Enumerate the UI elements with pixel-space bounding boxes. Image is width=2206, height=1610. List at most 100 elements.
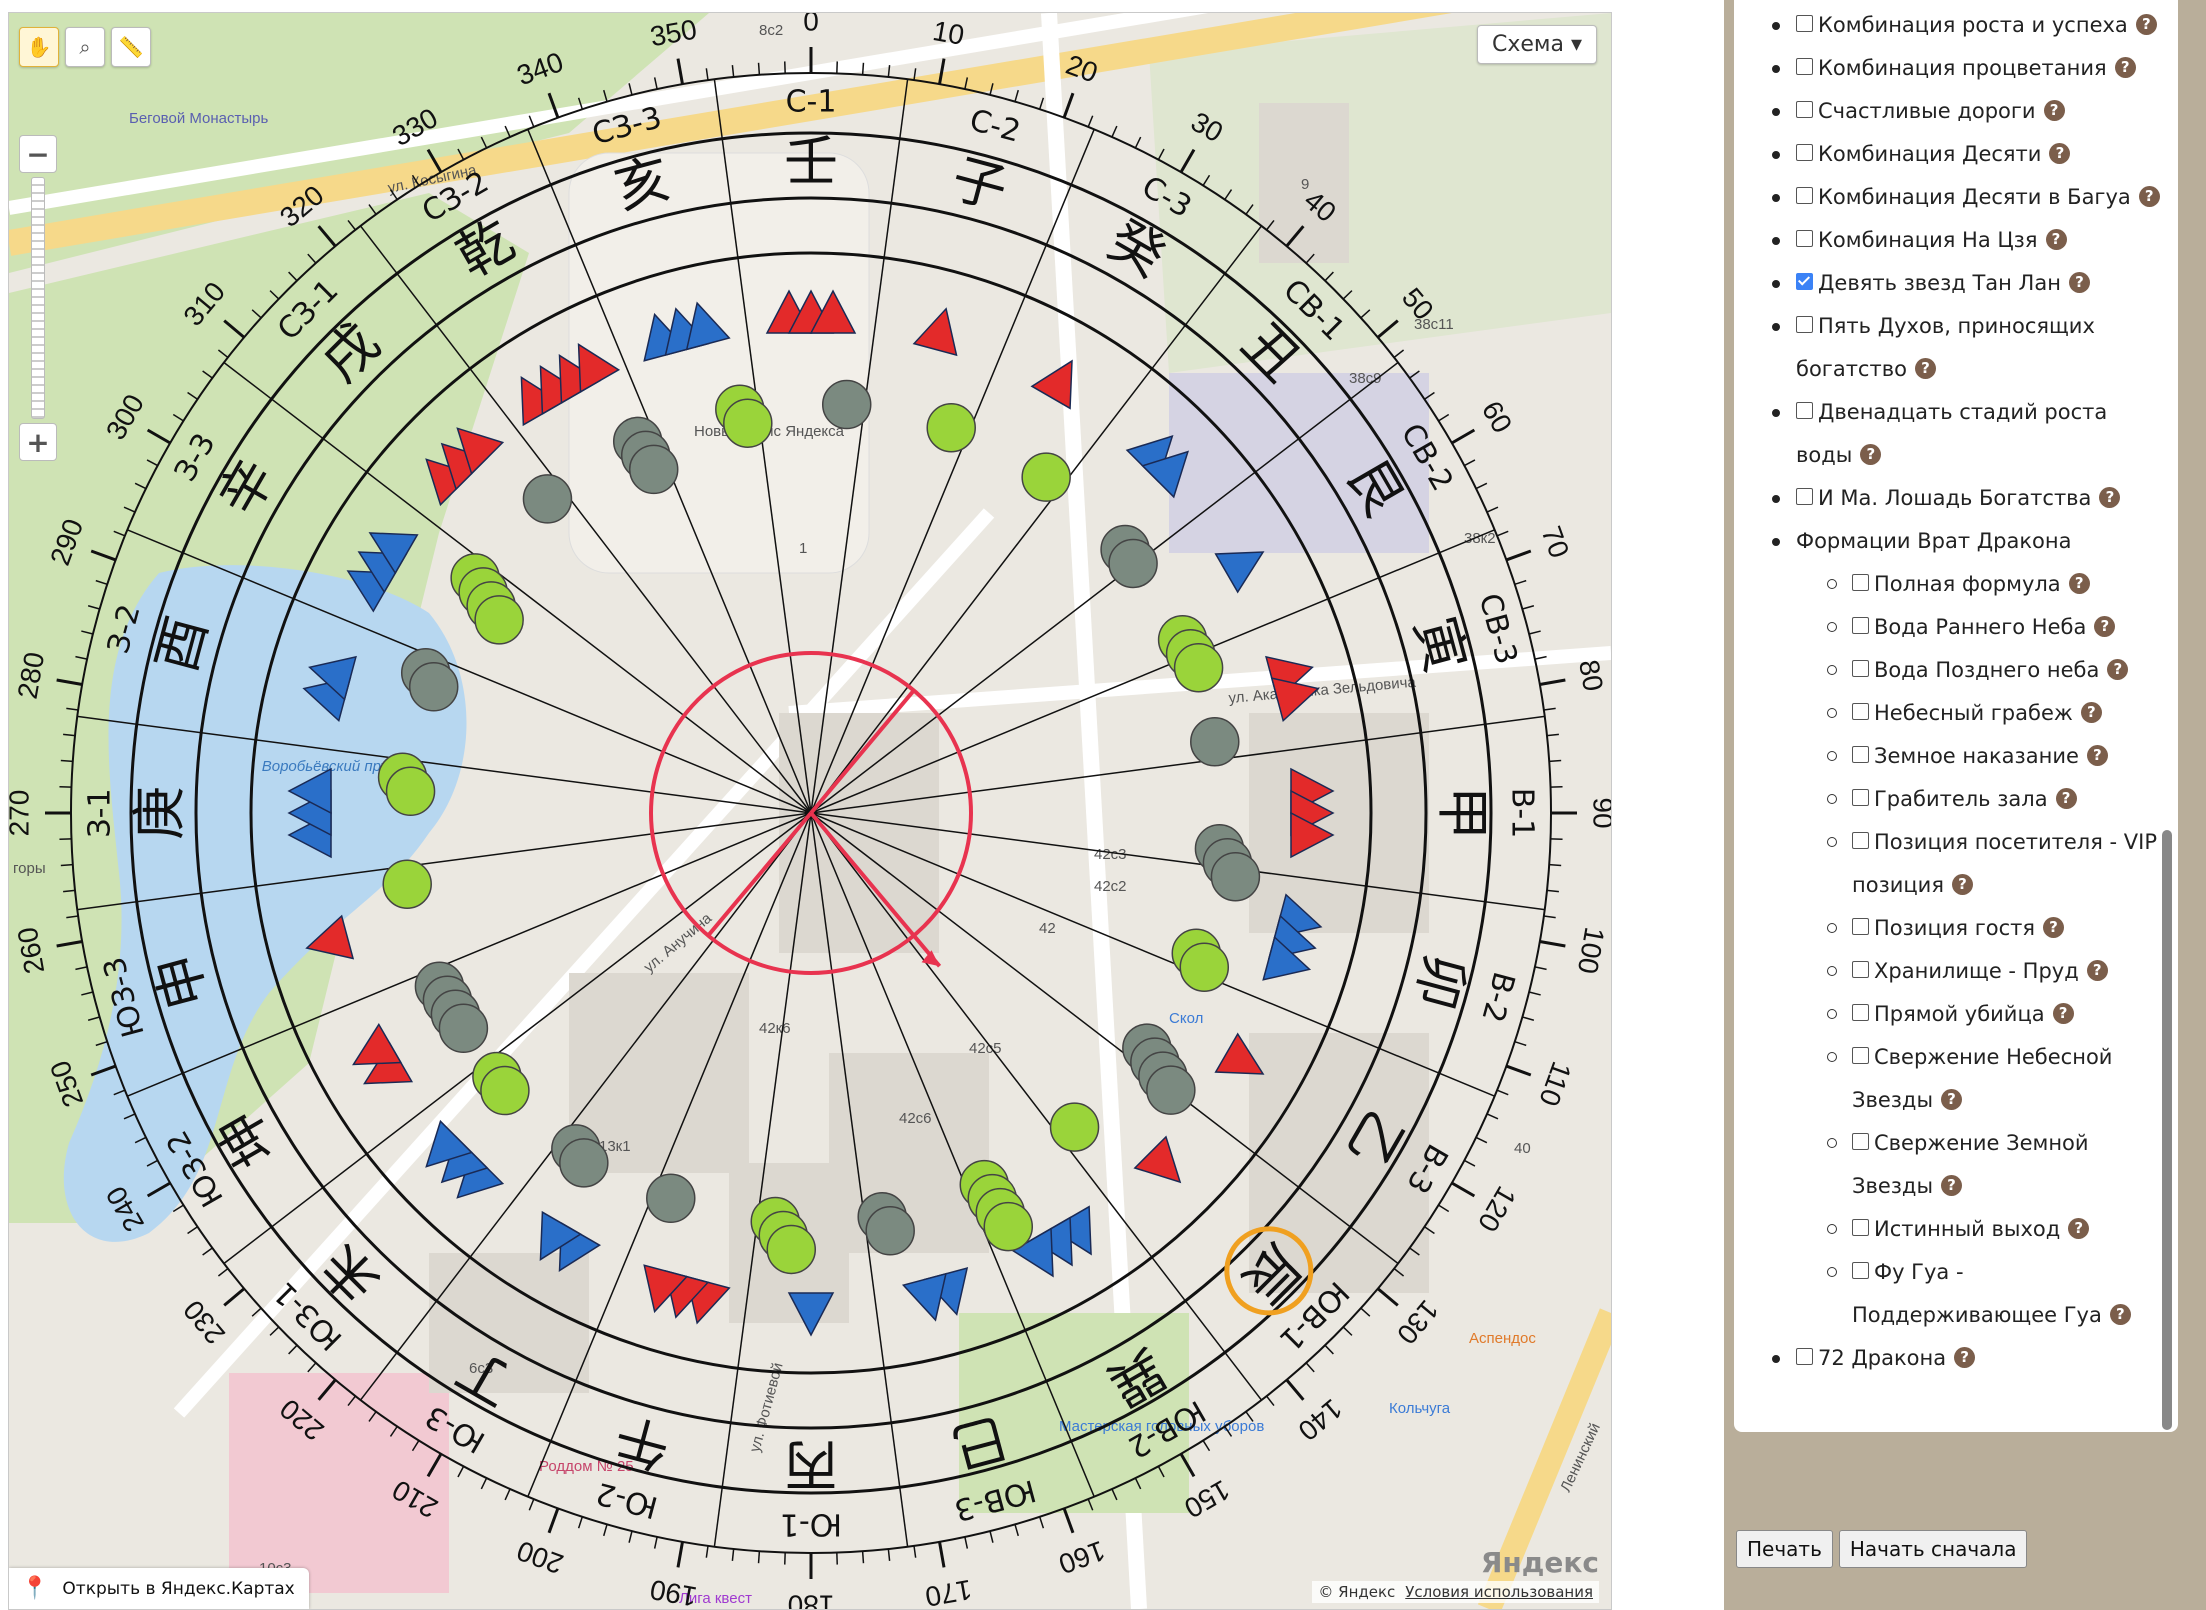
help-icon[interactable]: ?: [2043, 916, 2064, 938]
checkbox[interactable]: [1852, 1046, 1869, 1064]
checkbox[interactable]: [1796, 315, 1813, 333]
help-icon[interactable]: ?: [1914, 357, 1936, 379]
help-icon[interactable]: ?: [2052, 1002, 2074, 1024]
help-icon[interactable]: ?: [2086, 744, 2108, 766]
help-icon[interactable]: ?: [2049, 142, 2071, 164]
list-item[interactable]: Комбинация роста и успеха?: [1734, 4, 2178, 47]
checkbox[interactable]: [1796, 100, 1813, 118]
help-icon[interactable]: ?: [2068, 271, 2090, 293]
checkbox[interactable]: [1852, 960, 1869, 978]
list-item[interactable]: Вода Раннего Неба?: [1734, 606, 2178, 649]
checkbox[interactable]: [1852, 1218, 1869, 1236]
blue-triangle-marker: [901, 1272, 947, 1322]
checkbox[interactable]: [1852, 1261, 1869, 1279]
help-icon[interactable]: ?: [2043, 99, 2065, 121]
help-icon[interactable]: ?: [1860, 443, 1882, 465]
checkbox[interactable]: [1796, 143, 1813, 161]
list-item[interactable]: Истинный выход?: [1734, 1208, 2178, 1251]
print-button[interactable]: Печать: [1736, 1530, 1833, 1568]
help-icon[interactable]: ?: [1951, 873, 1973, 895]
checkbox[interactable]: [1796, 401, 1813, 419]
help-icon[interactable]: ?: [2068, 572, 2090, 594]
zoom-out-button[interactable]: −: [19, 135, 57, 173]
help-icon[interactable]: ?: [2068, 1217, 2090, 1239]
checkbox[interactable]: [1852, 745, 1869, 763]
list-item[interactable]: И Ма. Лошадь Богатства?: [1734, 477, 2178, 520]
zoom-area-icon[interactable]: ⌕: [65, 27, 105, 67]
list-item[interactable]: Комбинация процветания?: [1734, 47, 2178, 90]
degree-tick: [75, 655, 88, 660]
list-item[interactable]: Девять звезд Тан Лан?: [1734, 262, 2178, 305]
checkbox[interactable]: [1852, 917, 1869, 935]
help-icon[interactable]: ?: [2138, 185, 2160, 207]
hand-tool-icon[interactable]: ✋: [19, 27, 59, 67]
degree-tick: [223, 1287, 246, 1307]
ruler-icon[interactable]: 📏: [111, 27, 151, 67]
list-item[interactable]: Полная формула?: [1734, 563, 2178, 606]
list-item[interactable]: Земное наказание?: [1734, 735, 2178, 778]
list-item[interactable]: Двенадцать стадий роста воды?: [1734, 391, 2178, 477]
list-item[interactable]: Вода Позднего неба?: [1734, 649, 2178, 692]
checkbox[interactable]: [1852, 1003, 1869, 1021]
list-item[interactable]: Формации Врат Дракона: [1734, 520, 2178, 563]
list-item[interactable]: Небесный грабеж?: [1734, 692, 2178, 735]
zoom-in-button[interactable]: +: [19, 423, 57, 461]
map-view[interactable]: Новый офис Яндекса Воробьёвский пруд Бег…: [8, 12, 1612, 1610]
help-icon[interactable]: ?: [2135, 13, 2157, 35]
restart-button[interactable]: Начать сначала: [1838, 1530, 2028, 1568]
open-in-yandex-maps-link[interactable]: 📍 Открыть в Яндекс.Картах: [9, 1568, 309, 1609]
help-icon[interactable]: ?: [2055, 787, 2077, 809]
help-icon[interactable]: ?: [2099, 486, 2121, 508]
panel-buttons: Печать Начать сначала: [1736, 1530, 2028, 1568]
list-item[interactable]: Счастливые дороги?: [1734, 90, 2178, 133]
blue-triangle-marker: [539, 1210, 582, 1261]
compass-map[interactable]: Новый офис Яндекса Воробьёвский пруд Бег…: [9, 13, 1611, 1609]
checkbox[interactable]: [1852, 831, 1869, 849]
checkbox[interactable]: [1852, 788, 1869, 806]
list-item[interactable]: Комбинация Десяти в Багуа?: [1734, 176, 2178, 219]
checkbox[interactable]: [1796, 57, 1813, 75]
blue-triangle-marker: [308, 655, 357, 701]
list-item[interactable]: Фу Гуа - Поддерживающее Гуа?: [1734, 1251, 2178, 1337]
checkbox[interactable]: [1796, 14, 1813, 32]
list-item[interactable]: Позиция гостя?: [1734, 907, 2178, 950]
degree-tick: [113, 530, 126, 537]
checkbox[interactable]: [1796, 186, 1813, 204]
degree-tick: [964, 77, 969, 90]
list-item[interactable]: Комбинация Десяти?: [1734, 133, 2178, 176]
help-icon[interactable]: ?: [2080, 701, 2102, 723]
map-type-dropdown[interactable]: Схема ▾: [1476, 25, 1597, 64]
list-item[interactable]: Пять Духов, приносящих богатство?: [1734, 305, 2178, 391]
list-item[interactable]: Свержение Небесной Звезды?: [1734, 1036, 2178, 1122]
help-icon[interactable]: ?: [2107, 658, 2129, 680]
help-icon[interactable]: ?: [2045, 228, 2067, 250]
map-label: горы: [13, 860, 46, 877]
checkbox[interactable]: [1852, 659, 1869, 677]
terms-link[interactable]: Условия использования: [1405, 1583, 1593, 1601]
help-icon[interactable]: ?: [1941, 1088, 1963, 1110]
list-item[interactable]: Комбинация На Цзя?: [1734, 219, 2178, 262]
zoom-slider[interactable]: [31, 177, 45, 419]
checkbox[interactable]: [1852, 616, 1869, 634]
help-icon[interactable]: ?: [2086, 959, 2108, 981]
list-item[interactable]: Позиция посетителя - VIP позиция?: [1734, 821, 2178, 907]
checkbox[interactable]: [1796, 487, 1813, 505]
checkbox[interactable]: [1852, 573, 1869, 591]
checkbox[interactable]: [1796, 229, 1813, 247]
checkbox[interactable]: [1852, 702, 1869, 720]
help-icon[interactable]: ?: [2094, 615, 2116, 637]
list-item[interactable]: Хранилище - Пруд?: [1734, 950, 2178, 993]
help-icon[interactable]: ?: [2109, 1303, 2131, 1325]
list-item[interactable]: Прямой убийца?: [1734, 993, 2178, 1036]
list-item[interactable]: Грабитель зала?: [1734, 778, 2178, 821]
help-icon[interactable]: ?: [1954, 1346, 1976, 1368]
degree-tick: [705, 68, 709, 81]
list-item[interactable]: Свержение Земной Звезды?: [1734, 1122, 2178, 1208]
checkbox[interactable]: [1852, 1132, 1869, 1150]
help-icon[interactable]: ?: [2114, 56, 2136, 78]
panel-scrollbar[interactable]: [2162, 830, 2172, 1430]
help-icon[interactable]: ?: [1941, 1174, 1963, 1196]
list-item[interactable]: 72 Дракона?: [1734, 1337, 2178, 1380]
checkbox[interactable]: [1796, 1347, 1813, 1365]
checkbox[interactable]: [1796, 272, 1813, 290]
